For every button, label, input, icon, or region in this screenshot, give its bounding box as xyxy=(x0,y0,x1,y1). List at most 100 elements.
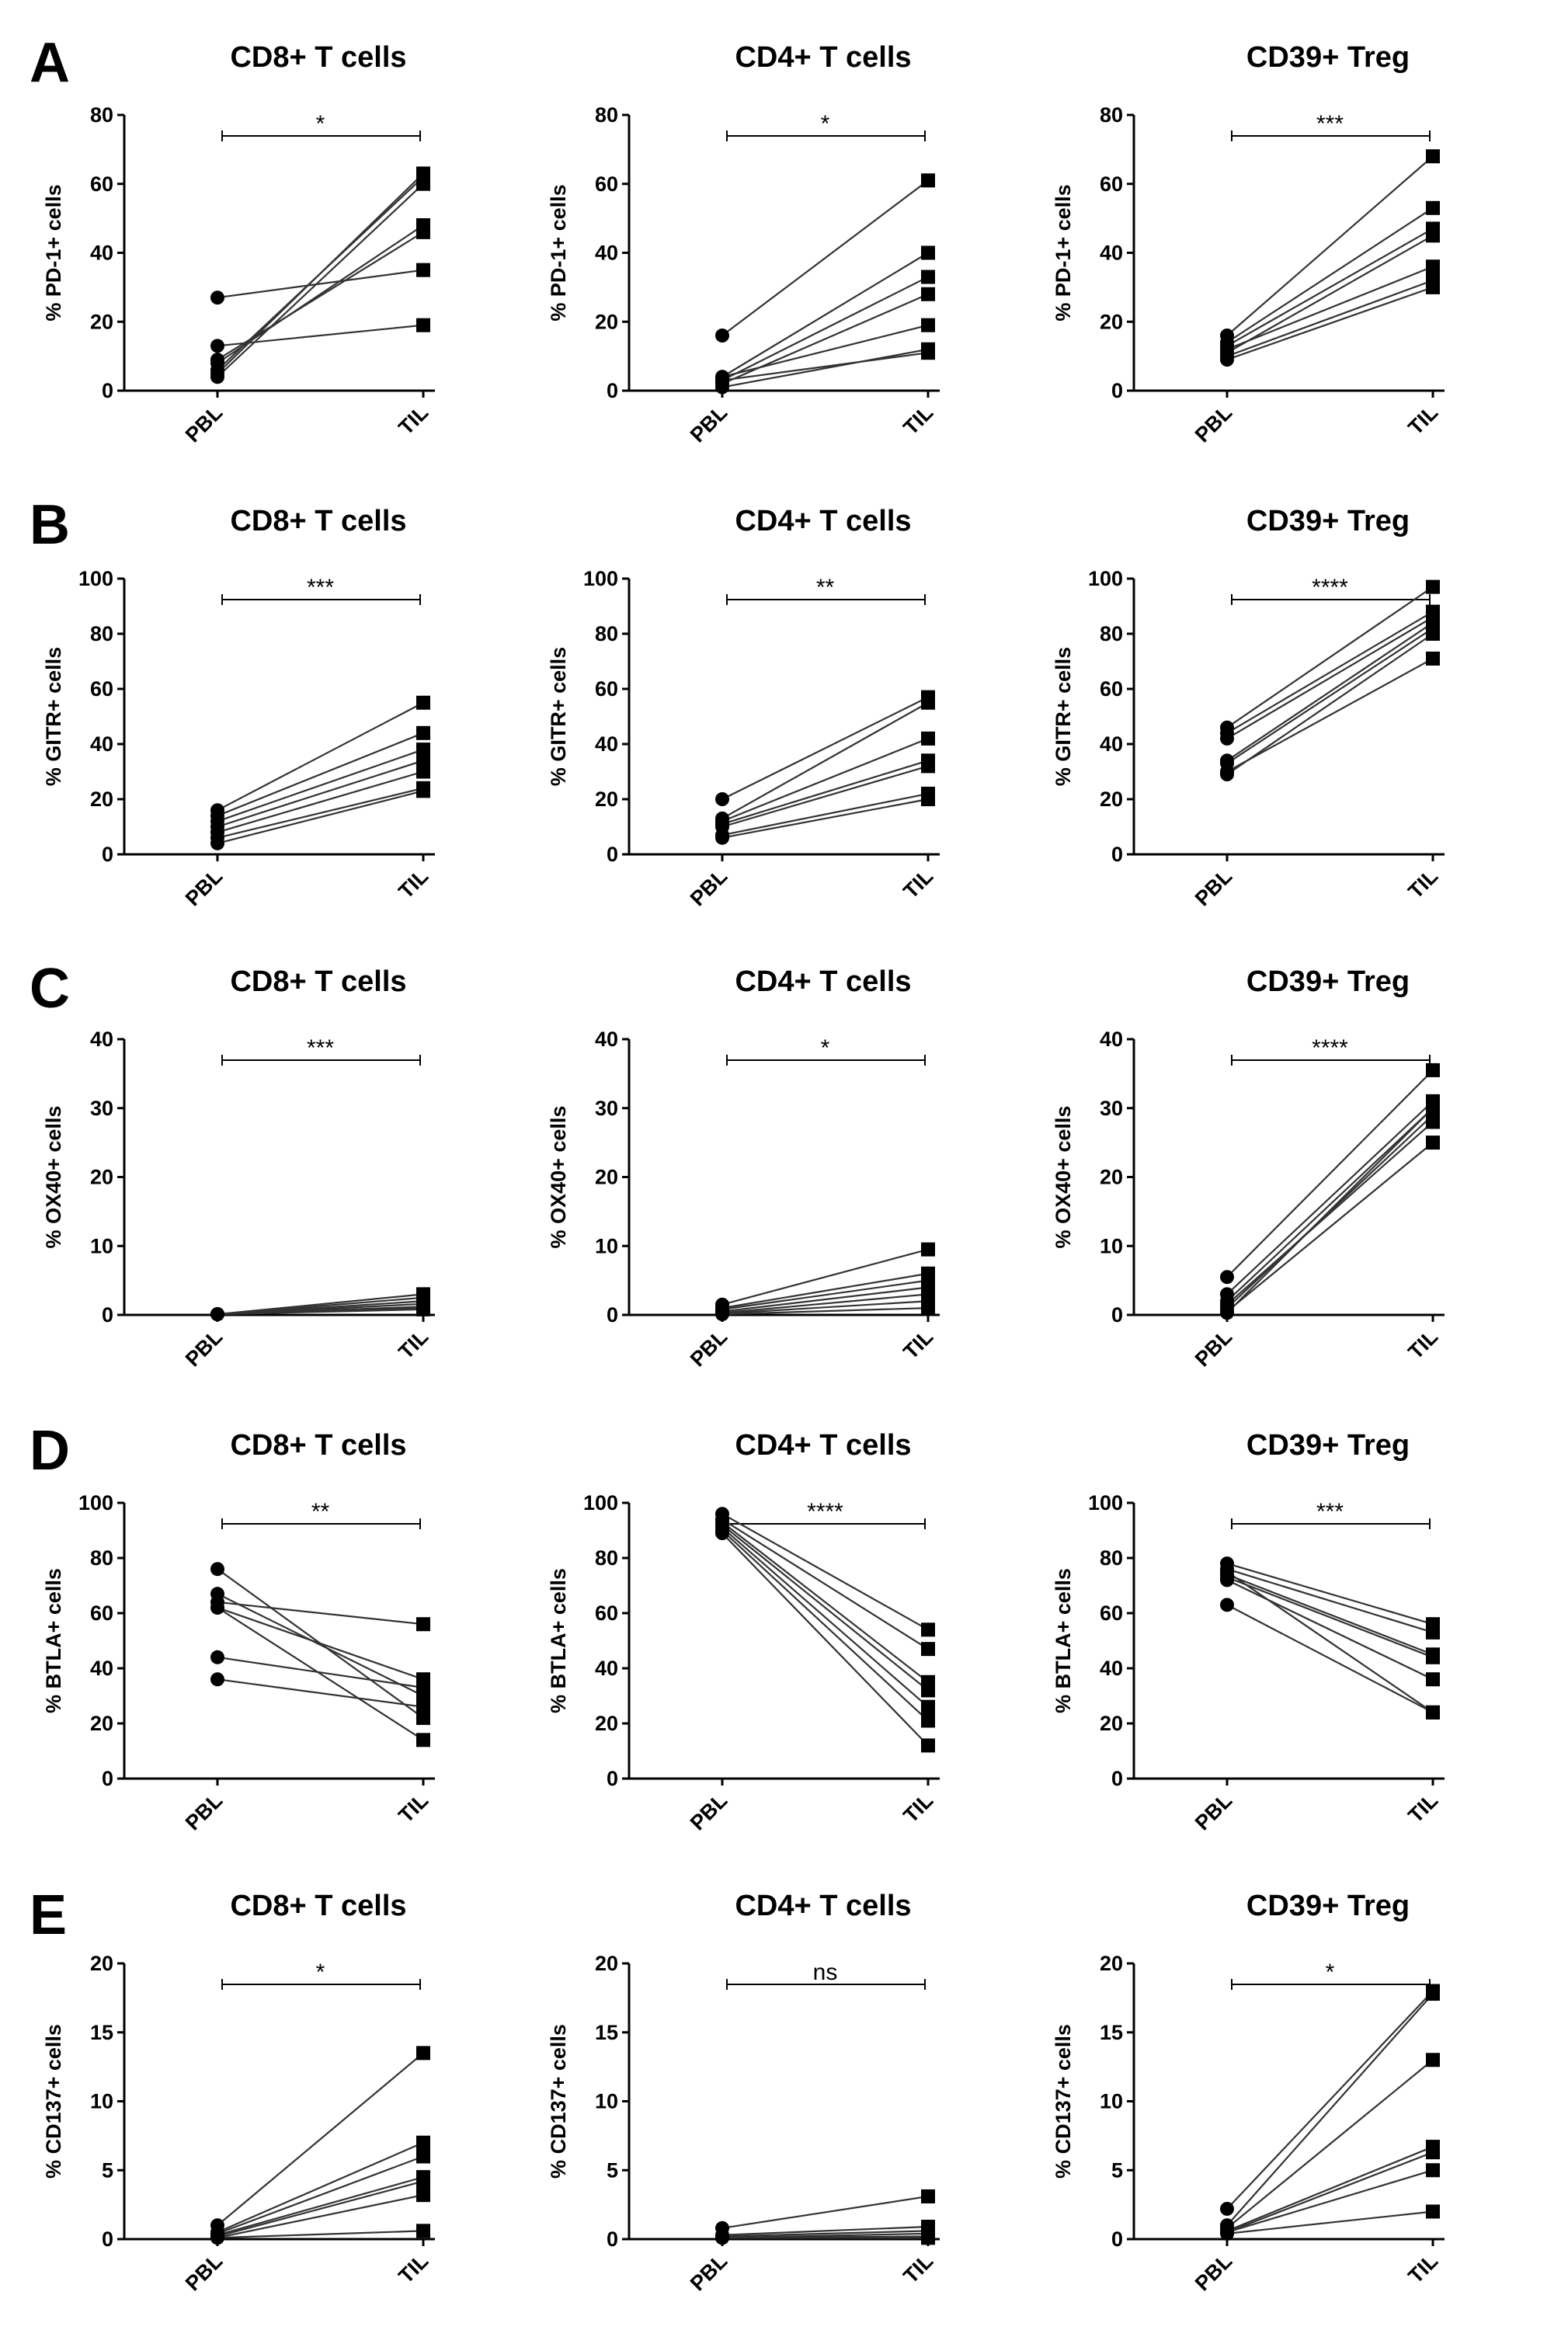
x-tick-label-pbl: PBL xyxy=(181,1325,227,1371)
til-point xyxy=(416,1710,430,1725)
chart-title: CD4+ T cells xyxy=(735,41,911,74)
y-axis-label: % BTLA+ cells xyxy=(1052,1568,1075,1713)
pbl-point xyxy=(715,792,729,806)
pair-line xyxy=(1226,235,1434,354)
y-tick-label: 80 xyxy=(1100,622,1123,645)
pair-line xyxy=(1226,286,1434,361)
pair-line xyxy=(721,1532,929,1747)
chart-title: CD39+ Treg xyxy=(1246,505,1410,537)
til-point xyxy=(416,2135,430,2150)
pbl-point xyxy=(210,1562,224,1577)
til-point xyxy=(1426,1062,1440,1077)
y-axis-label: % PD-1+ cells xyxy=(42,184,65,321)
chart-title: CD4+ T cells xyxy=(735,1890,911,1922)
y-tick-label: 40 xyxy=(1100,732,1123,756)
y-tick-label: 0 xyxy=(607,1767,618,1790)
pair-line xyxy=(1226,610,1434,734)
y-tick-label: 60 xyxy=(595,677,618,701)
y-tick-label: 0 xyxy=(102,1767,113,1790)
x-tick-label-pbl: PBL xyxy=(686,1325,732,1371)
til-point xyxy=(1426,1987,1440,2001)
significance-label: * xyxy=(821,111,830,137)
y-tick-label: 30 xyxy=(595,1097,618,1120)
y-axis-label: % PD-1+ cells xyxy=(1052,184,1075,321)
pbl-point xyxy=(210,836,224,850)
til-point xyxy=(921,346,935,360)
y-tick-label: 40 xyxy=(1100,242,1123,265)
pbl-point xyxy=(210,370,224,384)
til-point xyxy=(921,695,935,710)
y-axis-label: % OX40+ cells xyxy=(42,1106,65,1249)
y-tick-label: 100 xyxy=(583,567,618,590)
pair-line xyxy=(721,1248,929,1306)
significance-label: ** xyxy=(311,1499,330,1525)
pair-line xyxy=(1226,1101,1434,1295)
pbl-point xyxy=(1220,2226,1234,2241)
pair-line xyxy=(721,1279,929,1310)
pair-line xyxy=(1226,207,1434,343)
chart-title: CD8+ T cells xyxy=(230,1890,406,1922)
y-tick-label: 20 xyxy=(90,1952,113,1975)
x-tick-label-til: TIL xyxy=(899,401,937,440)
til-point xyxy=(1426,2053,1440,2067)
pair-line xyxy=(1226,1604,1434,1713)
pbl-point xyxy=(210,1672,224,1687)
til-point xyxy=(1426,1705,1440,1720)
y-tick-label: 30 xyxy=(90,1097,113,1120)
y-tick-label: 20 xyxy=(90,1712,113,1735)
pbl-point xyxy=(715,329,729,343)
pair-line xyxy=(217,1606,424,1681)
y-axis-label: % GITR+ cells xyxy=(1052,647,1075,786)
pair-line xyxy=(721,2225,929,2236)
y-tick-label: 60 xyxy=(90,172,113,196)
pair-line xyxy=(1226,1570,1434,1713)
pair-line xyxy=(721,179,929,336)
y-tick-label: 80 xyxy=(90,1546,113,1570)
y-tick-label: 15 xyxy=(595,2021,618,2044)
til-point xyxy=(1426,228,1440,243)
y-tick-label: 80 xyxy=(1100,1546,1123,1570)
pbl-point xyxy=(715,1526,729,1541)
y-tick-label: 0 xyxy=(102,2227,113,2251)
til-point xyxy=(921,287,935,301)
til-point xyxy=(416,2046,430,2061)
y-tick-label: 80 xyxy=(595,622,618,645)
chart-d-3: CD39+ Treg % BTLA+ cells 0 20 40 60 80 100 PBL TI… xyxy=(1052,1429,1445,1834)
y-tick-label: 40 xyxy=(90,242,113,265)
y-tick-label: 10 xyxy=(90,2090,113,2113)
pair-line xyxy=(1226,2059,1434,2229)
pair-line xyxy=(721,765,929,828)
pair-line xyxy=(721,1307,929,1316)
chart-b-2: CD4+ T cells % GITR+ cells 0 20 40 60 80 100 PBL… xyxy=(547,505,940,910)
pair-line xyxy=(217,1656,424,1688)
x-tick-label-pbl: PBL xyxy=(686,2249,732,2295)
pair-line xyxy=(721,737,929,822)
significance-label: * xyxy=(821,1035,830,1061)
y-tick-label: 60 xyxy=(595,1601,618,1625)
y-tick-label: 80 xyxy=(595,1546,618,1570)
pbl-point xyxy=(1220,1270,1234,1285)
y-tick-label: 10 xyxy=(90,1234,113,1257)
panel-letter-a: A xyxy=(30,32,70,94)
y-tick-label: 40 xyxy=(595,1028,618,1051)
y-tick-label: 20 xyxy=(90,788,113,811)
y-tick-label: 20 xyxy=(595,310,618,333)
pair-line xyxy=(217,1606,424,1741)
pbl-point xyxy=(1220,353,1234,367)
y-axis-label: % OX40+ cells xyxy=(547,1106,570,1249)
x-tick-label-pbl: PBL xyxy=(1191,1325,1236,1371)
pair-line xyxy=(1226,1568,1434,1633)
til-point xyxy=(1426,627,1440,641)
til-point xyxy=(1426,1101,1440,1115)
y-tick-label: 40 xyxy=(595,242,618,265)
pair-line xyxy=(1226,2146,1434,2232)
y-tick-label: 20 xyxy=(90,310,113,333)
til-point xyxy=(921,245,935,260)
pair-line xyxy=(217,2155,424,2234)
pair-line xyxy=(721,2230,929,2238)
significance-label: *** xyxy=(307,575,334,600)
pair-line xyxy=(217,324,424,347)
chart-title: CD4+ T cells xyxy=(735,965,911,998)
x-tick-label-til: TIL xyxy=(394,401,433,440)
pbl-point xyxy=(210,1650,224,1664)
